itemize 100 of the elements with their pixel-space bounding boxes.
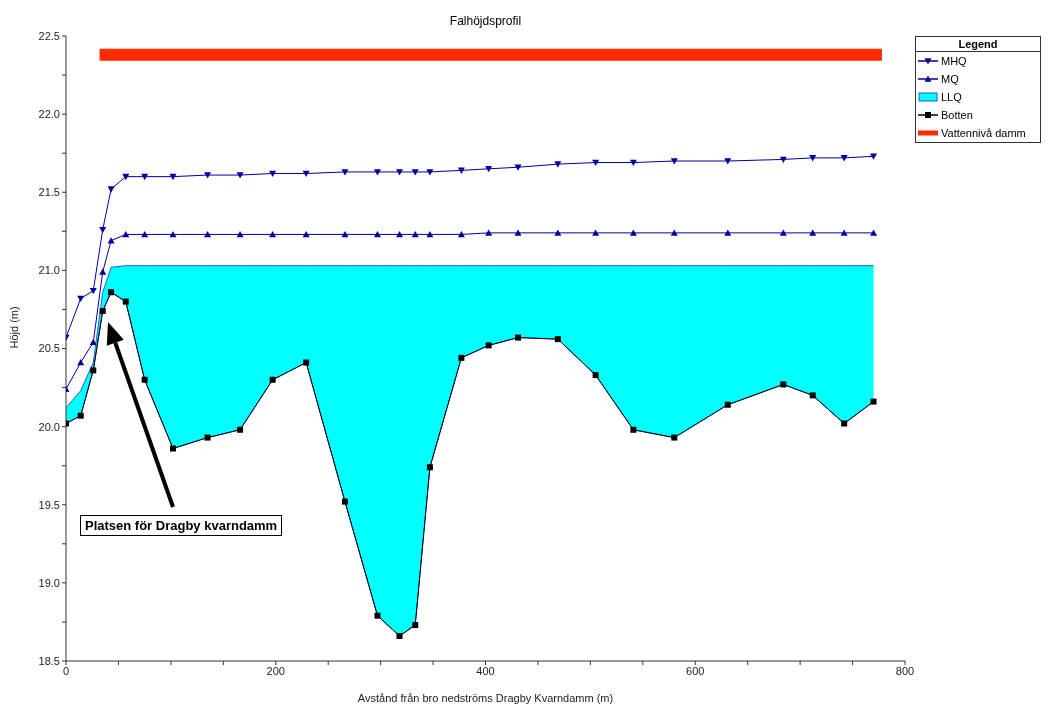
y-axis-title: Höjd (m): [7, 306, 20, 349]
point: [485, 229, 493, 236]
y-tick-label: 21.0: [38, 264, 60, 277]
point: [169, 445, 176, 452]
point: [840, 155, 848, 162]
point: [77, 412, 84, 419]
legend-label: LLQ: [941, 91, 962, 103]
point: [77, 359, 85, 366]
point: [592, 372, 599, 379]
point: [629, 229, 637, 236]
point: [412, 622, 419, 629]
point: [809, 229, 817, 236]
point: [670, 229, 678, 236]
x-tick-label: 0: [62, 664, 70, 677]
point: [204, 172, 212, 179]
point: [169, 173, 177, 181]
legend-label: Vattennivå damm: [941, 127, 1026, 139]
point: [670, 158, 678, 165]
point: [99, 226, 107, 234]
point: [630, 426, 637, 433]
legend-label: MQ: [941, 73, 959, 85]
point: [122, 173, 130, 181]
point: [269, 230, 277, 238]
point: [77, 295, 85, 302]
point: [108, 289, 115, 296]
point: [780, 381, 787, 388]
point: [457, 167, 465, 174]
point: [592, 159, 600, 167]
point: [515, 334, 522, 341]
legend-label: MHQ: [941, 55, 967, 67]
y-tick-label: 22.5: [38, 29, 60, 42]
y-tick-label: 19.0: [38, 576, 60, 589]
point: [341, 498, 348, 505]
point: [169, 230, 177, 238]
point: [141, 173, 149, 181]
point: [724, 229, 732, 236]
point: [90, 367, 97, 374]
point: [89, 287, 97, 295]
point: [592, 229, 600, 236]
y-tick-label: 20.5: [38, 342, 60, 355]
y-tick-label: 19.5: [38, 498, 60, 511]
point: [870, 398, 877, 405]
point: [514, 229, 522, 236]
point: [671, 434, 678, 441]
point: [269, 376, 276, 383]
point: [514, 164, 522, 171]
legend-label: Botten: [941, 109, 973, 121]
point: [236, 230, 244, 238]
point: [396, 169, 403, 176]
annotation: Platsen för Dragby kvarndamm: [80, 515, 283, 536]
point: [485, 342, 492, 349]
point: [373, 230, 381, 238]
point: [141, 230, 149, 238]
point: [809, 392, 816, 399]
point: [840, 229, 848, 236]
point: [724, 158, 732, 165]
point: [779, 229, 787, 236]
point: [122, 298, 129, 305]
point: [269, 170, 277, 177]
point: [122, 230, 130, 238]
chart-title: Falhöjdsprofil: [448, 14, 523, 28]
point: [554, 229, 562, 236]
point: [396, 633, 403, 639]
point: [236, 172, 244, 179]
point: [724, 401, 731, 408]
point: [809, 155, 817, 162]
point: [457, 230, 465, 238]
point: [554, 161, 562, 168]
point: [841, 420, 848, 427]
point: [341, 169, 349, 176]
point: [302, 230, 310, 238]
point: [870, 229, 878, 236]
point: [302, 170, 310, 177]
point: [107, 186, 115, 193]
y-tick-label: 20.0: [38, 420, 60, 433]
point: [89, 338, 97, 346]
point: [237, 426, 244, 433]
point: [99, 308, 106, 314]
x-axis-title: Avstånd från bro nedströms Dragby Kvarndamm (m): [357, 692, 614, 704]
x-tick-label: 800: [895, 664, 915, 677]
legend-title: Legend: [916, 37, 1040, 52]
point: [374, 612, 381, 619]
point: [458, 354, 465, 361]
point: [426, 169, 434, 176]
point: [426, 230, 434, 238]
point: [396, 230, 403, 238]
y-tick-label: 21.5: [38, 186, 60, 199]
x-tick-label: 200: [266, 664, 285, 677]
point: [303, 359, 310, 366]
point: [411, 169, 419, 176]
y-tick-label: 22.0: [38, 108, 60, 121]
point: [373, 169, 381, 176]
point: [426, 464, 433, 471]
point: [554, 336, 561, 343]
point: [204, 230, 212, 238]
x-tick-label: 600: [686, 664, 705, 677]
point: [779, 156, 787, 163]
point: [485, 166, 493, 173]
x-tick-label: 400: [476, 664, 495, 677]
point: [99, 268, 107, 275]
